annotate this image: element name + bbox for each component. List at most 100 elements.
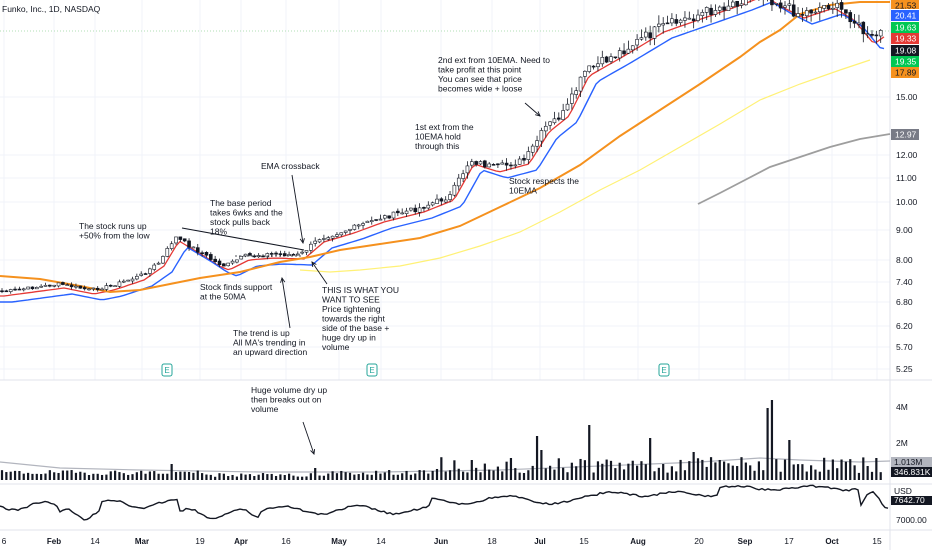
candle <box>404 207 409 217</box>
candle <box>762 0 764 6</box>
candle <box>767 0 768 2</box>
volume-bar <box>105 474 108 480</box>
candle <box>487 161 492 168</box>
volume-bar <box>92 473 95 480</box>
candle-body <box>295 253 300 256</box>
candles[interactable] <box>0 0 883 294</box>
candle <box>426 201 431 210</box>
candle <box>774 3 779 7</box>
annotation-line: takes 6wks and the <box>210 208 283 218</box>
candle-body <box>870 33 874 36</box>
time-axis[interactable]: 6 Feb 14 Mar 19 Apr 16 May 14 Jun 18 Jul 15 Aug 20 Sep 1… <box>2 536 882 546</box>
candle <box>443 196 448 204</box>
candle-body <box>61 282 65 285</box>
candle <box>456 173 461 191</box>
candle-body <box>778 2 783 9</box>
annotation-text: Stock finds support at the 50MA <box>200 282 273 302</box>
candle-body <box>313 240 318 244</box>
candle <box>117 279 122 288</box>
candle-body <box>848 12 853 23</box>
candle-body <box>113 285 117 287</box>
candle-body <box>126 279 130 282</box>
candle-body <box>739 3 744 6</box>
candle-body <box>817 7 822 13</box>
candle <box>552 111 557 125</box>
candle <box>374 219 378 222</box>
candle <box>356 223 361 230</box>
candle-body <box>178 236 183 240</box>
candle-body <box>604 56 609 63</box>
volume-bar <box>118 472 121 480</box>
earnings-marker[interactable]: E <box>658 363 670 377</box>
candle <box>165 246 170 258</box>
candle <box>243 253 248 258</box>
candle <box>622 43 626 56</box>
candle-body <box>591 65 596 68</box>
volume-bar <box>331 471 334 480</box>
price-tag-box <box>891 33 919 44</box>
candle-body <box>30 286 35 290</box>
time-tick-label: Sep <box>738 537 753 546</box>
annotation-line: 2nd ext from 10EMA. Need to <box>438 55 550 65</box>
candle-body <box>878 30 883 37</box>
candle <box>565 98 570 111</box>
candle <box>309 241 313 254</box>
price-tag: 17.89 <box>891 67 919 78</box>
volume-bar <box>779 471 782 480</box>
candle <box>195 243 200 256</box>
candle-body <box>469 161 474 166</box>
price-tick-label: 5.25 <box>896 364 913 374</box>
ma-long-line <box>697 133 891 205</box>
earnings-marker[interactable]: E <box>366 363 378 377</box>
candle-body <box>791 4 796 17</box>
candle-body <box>304 250 309 253</box>
candle-body <box>548 121 552 126</box>
price-tag: 19.63 <box>891 22 919 33</box>
annotation-line: The stock runs up <box>79 221 147 231</box>
candle <box>439 197 444 206</box>
candle-body <box>478 161 483 165</box>
candle-body <box>583 70 587 77</box>
volume-bar <box>240 473 243 480</box>
earnings-marker[interactable]: E <box>161 363 173 377</box>
price-tick-label: 5.70 <box>896 342 913 352</box>
volume-bar <box>492 470 495 480</box>
volume-bar <box>383 472 386 480</box>
volume-bar <box>122 473 125 480</box>
annotation-text: The trend is up All MA's trending in an up… <box>233 328 307 357</box>
candle-body <box>104 285 109 290</box>
candle-body <box>635 39 639 46</box>
annotation-line: huge dry up in <box>322 333 376 343</box>
candle-body <box>108 284 113 287</box>
earnings-label: E <box>661 366 666 375</box>
volume-bar <box>148 471 151 480</box>
candle <box>287 251 291 257</box>
candle-body <box>530 145 535 153</box>
annotation-line: WANT TO SEE <box>322 295 380 305</box>
candle-body <box>643 31 648 38</box>
annotation-line: THIS IS WHAT YOU <box>322 285 399 295</box>
candle-body <box>243 253 248 257</box>
price-axis[interactable]: 15.00 12.00 11.00 10.00 9.00 8.00 7.40 6.80 6.20… <box>891 0 919 374</box>
volume-bar <box>622 469 626 480</box>
candle <box>539 127 544 147</box>
candle <box>626 40 631 54</box>
price-tag: 21.53 <box>891 0 919 11</box>
candle <box>770 0 774 11</box>
candle <box>535 135 539 153</box>
arrow-trend-up <box>281 277 291 329</box>
candle-body <box>209 254 213 260</box>
candle <box>0 288 4 294</box>
candle <box>8 288 13 294</box>
candle <box>583 70 587 84</box>
volume-bar <box>592 472 595 480</box>
candle <box>43 282 48 287</box>
moving-averages <box>0 0 891 303</box>
volume-bar <box>849 459 852 480</box>
candle-body <box>43 284 48 287</box>
